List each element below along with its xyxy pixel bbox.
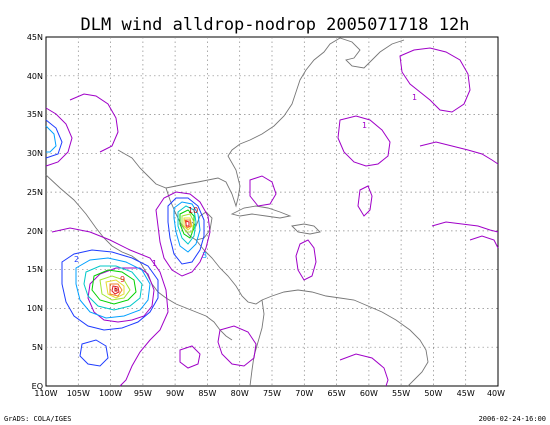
lat-label: 5N xyxy=(32,343,43,352)
lat-label: 45N xyxy=(27,33,43,42)
contour-level-3 xyxy=(173,201,201,253)
lat-label: 10N xyxy=(27,304,43,313)
contour-level-1 xyxy=(357,185,373,217)
contour-level-3 xyxy=(45,125,57,153)
contour-label-pacific-b: 1 xyxy=(152,259,157,268)
contour-label-gulf-a: 3 xyxy=(202,251,207,260)
contour-level-9 xyxy=(185,220,190,227)
contour-level-9 xyxy=(111,285,120,295)
contour-level-1 xyxy=(469,235,499,249)
contour-level-1 xyxy=(337,115,391,167)
gulf-coast xyxy=(117,37,341,208)
south-america-coast xyxy=(261,289,429,387)
contour-lines xyxy=(45,47,499,387)
contour-label-atlantic-b: 1 xyxy=(362,121,367,130)
lat-label: EQ xyxy=(32,382,43,391)
contour-level-1 xyxy=(419,141,499,165)
lon-label: 60W xyxy=(360,389,378,398)
contour-level-1 xyxy=(399,47,471,113)
lon-label: 50W xyxy=(424,389,442,398)
map-title: DLM wind alldrop-nodrop 2005071718 12h xyxy=(81,15,470,35)
contour-level-2 xyxy=(79,339,109,367)
contour-level-5 xyxy=(179,209,195,239)
contour-level-3 xyxy=(75,257,151,319)
lon-label: 40W xyxy=(487,389,505,398)
contour-label-pacific-peak: 9 xyxy=(120,275,125,284)
contour-level-6 xyxy=(181,213,195,233)
lon-label: 65W xyxy=(328,389,346,398)
contour-level-1 xyxy=(179,345,201,369)
contour-value-labels: 10 9 2 1 3 1 1 xyxy=(74,93,417,284)
contour-level-1 xyxy=(431,221,499,233)
lon-label: 70W xyxy=(295,389,313,398)
lon-label: 80W xyxy=(231,389,249,398)
contour-level-10 xyxy=(114,287,118,292)
graticule xyxy=(46,37,498,386)
longitude-axis: 110W 105W 100W 95W 90W 85W 80W 75W 70W 6… xyxy=(34,389,505,398)
contour-label-atlantic-a: 1 xyxy=(412,93,417,102)
contour-level-1 xyxy=(45,107,73,167)
hispaniola-coast xyxy=(291,223,321,235)
lon-label: 55W xyxy=(392,389,410,398)
contour-level-8 xyxy=(109,283,123,297)
lon-label: 75W xyxy=(263,389,281,398)
lat-label: 25N xyxy=(27,188,43,197)
lat-label: 20N xyxy=(27,227,43,236)
latitude-axis: EQ 5N 10N 15N 20N 25N 30N 35N 40N 45N xyxy=(27,33,43,391)
contour-level-7 xyxy=(183,217,193,231)
south-america-west-coast xyxy=(249,299,265,387)
contour-level-5 xyxy=(91,269,137,305)
contour-level-1 xyxy=(69,93,119,153)
lon-label: 90W xyxy=(166,389,184,398)
contour-level-2 xyxy=(61,249,159,331)
lon-label: 45W xyxy=(457,389,475,398)
contour-level-1 xyxy=(217,325,257,367)
contour-level-2 xyxy=(45,119,63,159)
central-america-coast xyxy=(195,239,263,305)
plot-frame xyxy=(45,36,499,387)
footer-credit: GrADS: COLA/IGES xyxy=(4,415,71,423)
contour-level-4 xyxy=(83,265,143,311)
yucatan-coast xyxy=(165,187,213,241)
contour-level-2 xyxy=(167,197,205,265)
contour-level-1 xyxy=(155,191,211,277)
contour-label-gulf-peak: 10 xyxy=(188,206,198,215)
footer-timestamp: 2006-02-24-16:00 xyxy=(479,415,546,423)
lon-label: 105W xyxy=(67,389,90,398)
contour-level-7 xyxy=(105,279,125,299)
contour-level-1 xyxy=(339,353,389,387)
lat-label: 35N xyxy=(27,110,43,119)
lon-label: 100W xyxy=(99,389,122,398)
contour-level-4 xyxy=(177,205,197,245)
contour-level-1 xyxy=(51,227,169,387)
lat-label: 30N xyxy=(27,149,43,158)
lat-label: 40N xyxy=(27,72,43,81)
contour-level-1 xyxy=(295,239,317,281)
contour-level-1 xyxy=(87,267,155,323)
lon-label: 85W xyxy=(198,389,216,398)
cuba-coast xyxy=(230,205,292,219)
contour-level-6 xyxy=(99,275,131,301)
contour-level-1 xyxy=(249,175,277,207)
lat-label: 15N xyxy=(27,265,43,274)
contour-label-pacific-a: 2 xyxy=(74,255,79,264)
lon-label: 110W xyxy=(34,389,57,398)
lon-label: 95W xyxy=(134,389,152,398)
canada-coast xyxy=(339,37,405,69)
